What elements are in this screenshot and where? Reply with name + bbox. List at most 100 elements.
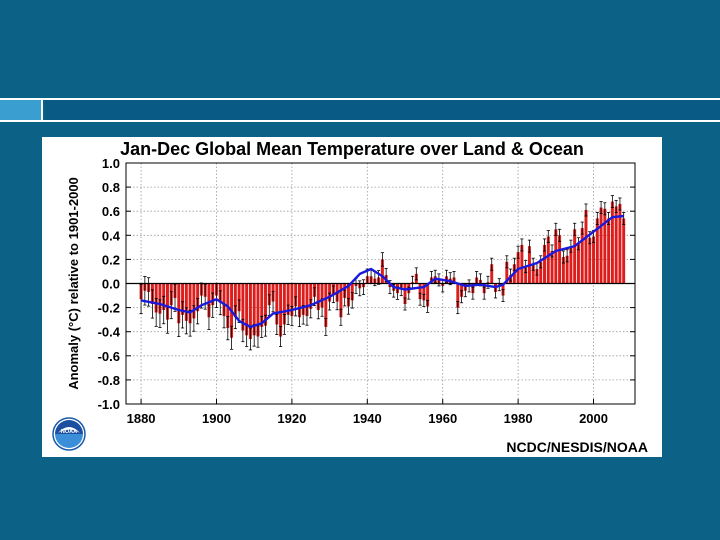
bar-1909 xyxy=(248,283,252,339)
bar-1895 xyxy=(196,283,200,312)
bar-1907 xyxy=(241,283,245,331)
bar-1920 xyxy=(290,283,294,317)
bar-1982 xyxy=(524,266,528,284)
bar-1997 xyxy=(580,228,584,284)
y-tick-label: -1.0 xyxy=(98,397,120,412)
bar-1985 xyxy=(535,269,539,284)
y-tick-label: 0.0 xyxy=(102,277,120,292)
bar-2001 xyxy=(595,218,599,284)
chart-figure: 1.0 0.8 0.6 0.4 0.2 0.0 -0.2 -0.4 -0.6 -0.8 -1.0 18… xyxy=(42,137,662,457)
bar-1891 xyxy=(181,283,185,315)
bar-1988 xyxy=(546,236,550,284)
bar-1884 xyxy=(154,283,158,313)
bar-1924 xyxy=(305,283,309,317)
bar-1922 xyxy=(297,283,301,318)
bar-1933 xyxy=(339,283,343,318)
bar-2004 xyxy=(607,218,611,284)
bar-1905 xyxy=(233,283,237,318)
x-tick-label: 1980 xyxy=(504,411,533,426)
chart-title: Jan-Dec Global Mean Temperature over Lan… xyxy=(120,139,584,159)
bar-2000 xyxy=(592,236,595,284)
bar-2003 xyxy=(603,208,607,284)
bar-1998 xyxy=(584,209,588,284)
bar-1925 xyxy=(309,283,313,309)
bar-1913 xyxy=(264,283,267,326)
bar-1994 xyxy=(569,246,573,284)
bar-2002 xyxy=(599,207,603,284)
y-tick-label: -0.6 xyxy=(98,349,120,364)
bar-1936 xyxy=(350,283,354,301)
bar-1893 xyxy=(188,283,192,324)
x-tick-label: 1960 xyxy=(428,411,457,426)
x-tick-label: 1880 xyxy=(127,411,156,426)
bar-1911 xyxy=(256,283,260,337)
bar-2007 xyxy=(618,203,622,284)
bar-1927 xyxy=(316,283,320,311)
bar-1990 xyxy=(554,229,558,284)
bar-1955 xyxy=(422,283,426,301)
y-tick-label: 0.4 xyxy=(102,228,121,243)
bar-1996 xyxy=(576,243,580,284)
bar-1921 xyxy=(294,283,298,307)
bar-1965 xyxy=(460,283,464,297)
bar-1995 xyxy=(573,229,577,284)
bar-1906 xyxy=(237,283,241,312)
bar-2008 xyxy=(622,218,626,284)
bar-1914 xyxy=(267,283,271,306)
bar-1928 xyxy=(320,283,324,308)
x-tick-label: 1900 xyxy=(202,411,231,426)
bar-1930 xyxy=(328,283,332,302)
bar-1919 xyxy=(286,283,290,315)
bar-1956 xyxy=(426,283,430,307)
y-tick-label: 1.0 xyxy=(102,156,120,171)
smoothed-series-line xyxy=(140,214,624,329)
bar-1987 xyxy=(543,244,546,284)
bar-1993 xyxy=(565,255,569,284)
bar-1929 xyxy=(324,283,328,327)
bar-1954 xyxy=(418,283,422,300)
divider-bar xyxy=(45,100,720,120)
bar-1981 xyxy=(520,244,524,284)
bar-1991 xyxy=(558,235,562,284)
bar-2005 xyxy=(610,201,614,284)
y-tick-label: -0.4 xyxy=(98,325,121,340)
bar-1885 xyxy=(158,283,162,314)
x-tick-label: 1920 xyxy=(277,411,306,426)
y-tick-label: 0.2 xyxy=(102,252,120,267)
x-tick-label: 2000 xyxy=(579,411,608,426)
divider-line-bottom xyxy=(0,120,720,122)
bar-1908 xyxy=(245,283,249,336)
bar-1984 xyxy=(531,264,535,284)
bar-1973 xyxy=(490,264,494,284)
bar-1918 xyxy=(282,283,286,325)
bar-1989 xyxy=(550,250,554,284)
y-tick-label: 0.8 xyxy=(102,180,120,195)
logo-text: NOAA xyxy=(61,429,77,435)
bar-1892 xyxy=(184,283,188,321)
y-axis-label: Anomaly (°C) relative to 1901-2000 xyxy=(66,177,81,390)
y-tick-label: -0.2 xyxy=(98,301,120,316)
bar-1894 xyxy=(192,283,196,319)
bar-1935 xyxy=(346,283,350,307)
temperature-chart: 1.0 0.8 0.6 0.4 0.2 0.0 -0.2 -0.4 -0.6 -0.8 -1.0 18… xyxy=(66,156,636,426)
y-tick-label: -0.8 xyxy=(98,373,120,388)
bar-1999 xyxy=(588,237,592,284)
bar-1986 xyxy=(539,261,543,284)
y-tick-label: 0.6 xyxy=(102,204,120,219)
bar-1890 xyxy=(177,283,181,324)
bar-1964 xyxy=(456,283,460,308)
bar-1950 xyxy=(403,283,407,304)
divider-accent-block xyxy=(0,100,43,120)
bar-1992 xyxy=(561,256,565,284)
bar-1916 xyxy=(275,283,279,325)
bar-1923 xyxy=(301,283,305,315)
bar-1912 xyxy=(260,283,264,327)
bar-1910 xyxy=(252,283,256,336)
bar-1887 xyxy=(166,283,169,320)
noaa-logo-icon: NOAA xyxy=(52,417,86,451)
bar-1902 xyxy=(222,283,226,317)
slide-title-band xyxy=(0,0,720,96)
bar-1917 xyxy=(279,283,283,337)
bar-2006 xyxy=(614,206,618,284)
x-tick-label: 1940 xyxy=(353,411,382,426)
